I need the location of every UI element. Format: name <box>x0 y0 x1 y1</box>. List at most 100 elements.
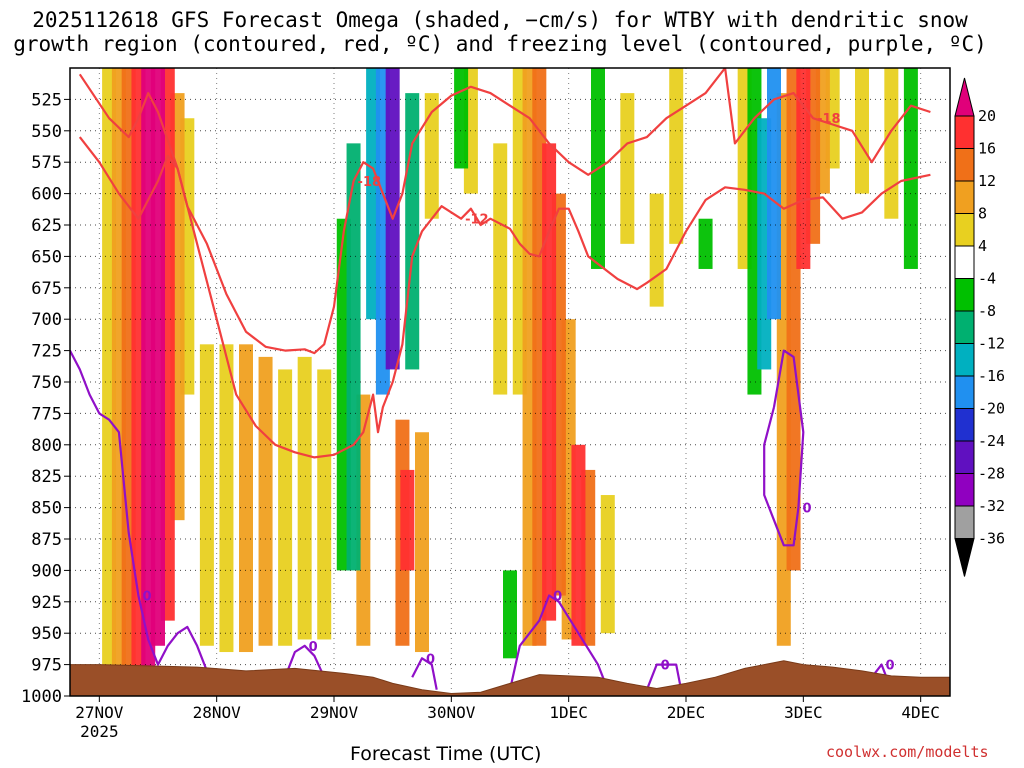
omega-cell <box>649 193 664 307</box>
omega-cell <box>698 218 713 269</box>
colorbar-level-label: -20 <box>978 400 1005 418</box>
omega-cell <box>219 344 234 653</box>
dgz-contour-label: -12 <box>465 213 489 228</box>
y-axis: 525 550 575 600 625 650 675 700 725 750 775 800 825 8… <box>21 90 70 707</box>
omega-cell <box>493 143 508 395</box>
y-tick-label: 725 <box>31 342 62 362</box>
y-tick-label: 800 <box>31 436 62 456</box>
colorbar-swatch <box>954 115 975 149</box>
omega-cell <box>669 68 684 244</box>
colorbar-level-label: -32 <box>978 497 1005 515</box>
colorbar-swatch <box>954 375 975 409</box>
omega-cell <box>317 369 332 640</box>
omega-cell <box>454 68 469 169</box>
colorbar-level-label: -28 <box>978 465 1005 483</box>
omega-cell <box>424 93 439 219</box>
x-tick-label: 4DEC <box>901 703 940 722</box>
omega-cell <box>239 344 253 653</box>
y-tick-label: 675 <box>31 279 62 299</box>
freezing-level-contour-label: 0 <box>426 652 435 667</box>
x-tick-label: 30NOV <box>427 703 476 722</box>
omega-cell <box>903 68 918 269</box>
terrain-layer <box>70 660 950 696</box>
colorbar-bottom-arrow <box>954 538 975 577</box>
omega-cell <box>151 68 165 646</box>
freezing-level-contour <box>411 657 438 690</box>
colorbar-swatch <box>954 213 975 247</box>
y-tick-label: 1000 <box>21 687 62 707</box>
x-tick-label: 2DEC <box>667 703 706 722</box>
freezing-level-contour <box>284 644 326 678</box>
colorbar-level-label: -16 <box>978 367 1005 385</box>
y-tick-label: 525 <box>31 90 62 110</box>
omega-cell <box>503 570 517 659</box>
omega-shading-layer <box>102 68 918 678</box>
colorbar-swatch <box>954 408 975 442</box>
freezing-level-contour <box>763 349 805 547</box>
x-tick-year-label: 2025 <box>80 722 119 741</box>
freezing-level-contour-label: 0 <box>802 502 811 517</box>
colorbar-swatch <box>954 180 975 214</box>
colorbar-level-label: -36 <box>978 530 1005 548</box>
colorbar-top-arrow <box>954 77 975 117</box>
colorbar-swatch <box>954 505 975 539</box>
freezing-level-contour-label: 0 <box>142 590 151 605</box>
grid-layer <box>70 68 950 696</box>
omega-cell <box>199 344 214 646</box>
omega-cell <box>400 469 415 571</box>
freezing-level-contour <box>508 594 609 691</box>
freezing-level-contour <box>645 663 683 691</box>
freezing-level-contour-label: 0 <box>886 659 895 674</box>
x-tick-label: 3DEC <box>784 703 823 722</box>
y-tick-label: 550 <box>31 122 62 142</box>
y-tick-label: 650 <box>31 247 62 267</box>
omega-cell <box>346 143 361 571</box>
freezing-level-contour <box>70 350 218 685</box>
y-tick-label: 625 <box>31 216 62 236</box>
omega-cell <box>258 356 273 646</box>
colorbar: 20 16 12 8 4 -4 -8 -12 -16 -20 -24 -28 -32 -36 <box>954 77 1005 577</box>
colorbar-level-label: -12 <box>978 335 1005 353</box>
omega-cell <box>884 68 899 219</box>
y-tick-label: 925 <box>31 593 62 613</box>
omega-cell <box>542 143 557 621</box>
dgz-contour <box>724 68 931 164</box>
x-axis: 27NOV 28NOV 29NOV 30NOV 1DEC 2DEC 3DEC 4DEC 2025 <box>75 696 940 741</box>
colorbar-level-label: 16 <box>978 140 996 158</box>
source-credit: coolwx.com/modelts <box>826 743 989 761</box>
colorbar-swatch <box>954 245 975 279</box>
colorbar-level-label: 4 <box>978 237 987 255</box>
colorbar-level-label: 20 <box>978 107 996 125</box>
omega-cell <box>767 68 781 320</box>
colorbar-level-label: -4 <box>978 270 996 288</box>
colorbar-swatch <box>954 278 975 312</box>
y-tick-label: 825 <box>31 467 62 487</box>
y-tick-label: 600 <box>31 185 62 205</box>
colorbar-swatch <box>954 310 975 344</box>
y-tick-label: 875 <box>31 530 62 550</box>
chart-title-line2: growth region (contoured, red, ºC) and f… <box>13 32 987 56</box>
colorbar-level-label: -24 <box>978 432 1005 450</box>
x-tick-label: 28NOV <box>193 703 242 722</box>
colorbar-level-label: 8 <box>978 205 987 223</box>
omega-cell <box>620 93 635 244</box>
y-tick-label: 750 <box>31 373 62 393</box>
y-tick-label: 950 <box>31 624 62 644</box>
dgz-contour-label: -18 <box>358 175 382 190</box>
omega-cell <box>600 495 615 634</box>
dgz-contour-label: -18 <box>817 112 841 127</box>
omega-cell <box>297 356 312 640</box>
omega-cell <box>415 432 429 653</box>
terrain-fill <box>70 660 950 696</box>
contour-layer: -18 -12 -18 0 0 0 0 0 0 0 <box>70 68 931 691</box>
y-tick-label: 775 <box>31 404 62 424</box>
x-tick-label: 29NOV <box>310 703 359 722</box>
colorbar-level-label: 12 <box>978 172 996 190</box>
colorbar-swatch <box>954 473 975 507</box>
colorbar-swatch <box>954 440 975 474</box>
y-tick-label: 575 <box>31 153 62 173</box>
chart-title-line1: 2025112618 GFS Forecast Omega (shaded, −… <box>32 8 968 32</box>
dgz-contour <box>78 136 931 459</box>
colorbar-level-label: -8 <box>978 302 996 320</box>
